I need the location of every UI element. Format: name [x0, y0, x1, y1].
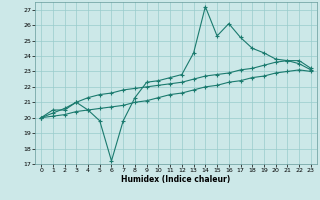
X-axis label: Humidex (Indice chaleur): Humidex (Indice chaleur): [121, 175, 231, 184]
